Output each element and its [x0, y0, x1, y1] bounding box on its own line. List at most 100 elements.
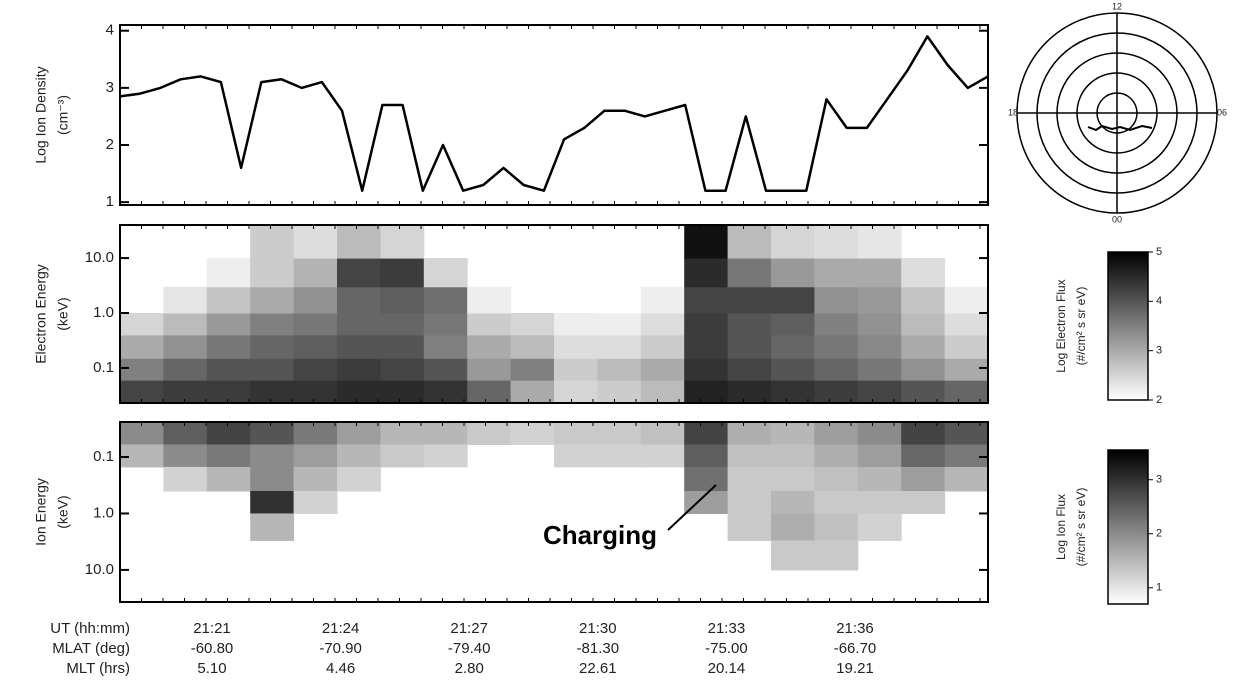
- spectrogram-cell: [597, 422, 642, 445]
- spectrogram-cell: [380, 444, 425, 468]
- spectrogram-cell: [120, 358, 164, 381]
- spectrogram-cell: [250, 334, 295, 359]
- spectrogram-cell: [206, 286, 251, 314]
- ephemeris-label: UT (hh:mm): [50, 620, 130, 637]
- spectrogram-cell: [727, 358, 772, 381]
- spectrogram-cell: [163, 286, 208, 314]
- spectrogram-cell: [814, 513, 859, 541]
- spectrogram-cell: [510, 422, 555, 445]
- colorbar-tick-label: 1: [1156, 582, 1162, 594]
- ephemeris-value: -75.00: [705, 640, 748, 657]
- spectrogram-cell: [814, 334, 859, 359]
- y-axis-label: Log Ion Density: [33, 66, 49, 163]
- colorbar-label: Log Electron Flux: [1054, 279, 1068, 372]
- ephemeris-value: -79.40: [448, 640, 491, 657]
- colorbar: [1107, 251, 1149, 401]
- polar-dial: [1016, 12, 1218, 214]
- spectrogram-cell: [120, 444, 164, 468]
- spectrogram-cell: [597, 444, 642, 468]
- spectrogram-cell: [901, 490, 946, 514]
- spectrogram-cell: [163, 380, 208, 404]
- spectrogram-cell: [857, 286, 902, 314]
- spectrogram-cell: [684, 380, 729, 404]
- ephemeris-value: 21:24: [322, 620, 360, 637]
- spectrogram-cell: [944, 313, 989, 336]
- spectrogram-cell: [814, 358, 859, 381]
- spectrogram-cell: [814, 380, 859, 404]
- spectrogram-cell: [597, 286, 642, 314]
- spectrogram-cell: [206, 466, 251, 492]
- y-axis-label: Electron Energy: [33, 264, 49, 364]
- spectrogram-cell: [163, 358, 208, 381]
- y-axis-label: (keV): [55, 495, 71, 528]
- spectrogram-cell: [293, 444, 338, 468]
- spectrogram-cell: [597, 313, 642, 336]
- colorbar-tick-label: 3: [1156, 474, 1162, 486]
- spectrogram-cell: [380, 286, 425, 314]
- spectrogram-cell: [771, 258, 815, 288]
- spectrogram-cell: [857, 490, 902, 514]
- spectrogram-cell: [467, 286, 512, 314]
- spectrogram-cell: [250, 422, 295, 445]
- spectrogram-cell: [250, 313, 295, 336]
- spectrogram-cell: [771, 422, 815, 445]
- spectrogram-cell: [727, 334, 772, 359]
- dial-label: 12: [1112, 1, 1122, 11]
- spectrogram-cell: [771, 540, 815, 571]
- spectrogram-cell: [727, 313, 772, 336]
- spectrogram-cell: [857, 334, 902, 359]
- ephemeris-value: 21:30: [579, 620, 617, 637]
- panel-frame: [119, 421, 989, 603]
- spectrogram-cell: [380, 380, 425, 404]
- spectrogram-cell: [250, 490, 295, 514]
- spectrogram-cell: [814, 422, 859, 445]
- spectrogram-cell: [857, 258, 902, 288]
- spectrogram-cell: [684, 444, 729, 468]
- spectrogram-cell: [510, 380, 555, 404]
- spectrogram-cell: [901, 313, 946, 336]
- spectrogram-cell: [901, 422, 946, 445]
- spectrogram-cell: [771, 380, 815, 404]
- spectrogram-cell: [857, 466, 902, 492]
- spectrogram-cell: [640, 358, 685, 381]
- spectrogram-cell: [640, 286, 685, 314]
- annotation-arrow: [667, 484, 717, 531]
- spectrogram-cell: [727, 422, 772, 445]
- spectrogram-cell: [597, 358, 642, 381]
- dial-label: 18: [1008, 107, 1018, 117]
- y-axis-label: Ion Energy: [33, 478, 49, 546]
- spectrogram-cell: [423, 358, 468, 381]
- y-tick-label: 2: [106, 136, 114, 153]
- spectrogram-cell: [337, 444, 381, 468]
- spectrogram-cell: [814, 258, 859, 288]
- spectrogram-cell: [944, 380, 989, 404]
- spectrogram-cell: [337, 358, 381, 381]
- spectrogram-cell: [120, 380, 164, 404]
- spectrogram-cell: [857, 313, 902, 336]
- spectrogram-cell: [771, 444, 815, 468]
- spectrogram-cell: [206, 258, 251, 288]
- spectrogram-cell: [597, 334, 642, 359]
- spectrogram-cell: [423, 380, 468, 404]
- colorbar-tick-label: 2: [1156, 394, 1162, 406]
- spectrogram-cell: [554, 444, 598, 468]
- spectrogram-cell: [337, 286, 381, 314]
- colorbar-label: (#/cm² s sr eV): [1074, 488, 1088, 567]
- spectrogram-cell: [771, 334, 815, 359]
- spectrogram-cell: [944, 334, 989, 359]
- spectrogram-cell: [814, 466, 859, 492]
- spectrogram-cell: [901, 358, 946, 381]
- spectrogram-cell: [250, 286, 295, 314]
- spectrogram-cell: [727, 286, 772, 314]
- spectrogram-cell: [771, 490, 815, 514]
- ephemeris-label: MLT (hrs): [66, 660, 130, 677]
- spectrogram-cell: [901, 444, 946, 468]
- spectrogram-cell: [640, 444, 685, 468]
- spectrogram-cell: [944, 358, 989, 381]
- spectrogram-cell: [250, 444, 295, 468]
- y-tick-label: 1.0: [93, 504, 114, 521]
- spectrogram-cell: [771, 313, 815, 336]
- spectrogram-cell: [684, 490, 729, 514]
- spectrogram-cell: [293, 313, 338, 336]
- spectrogram-cell: [206, 380, 251, 404]
